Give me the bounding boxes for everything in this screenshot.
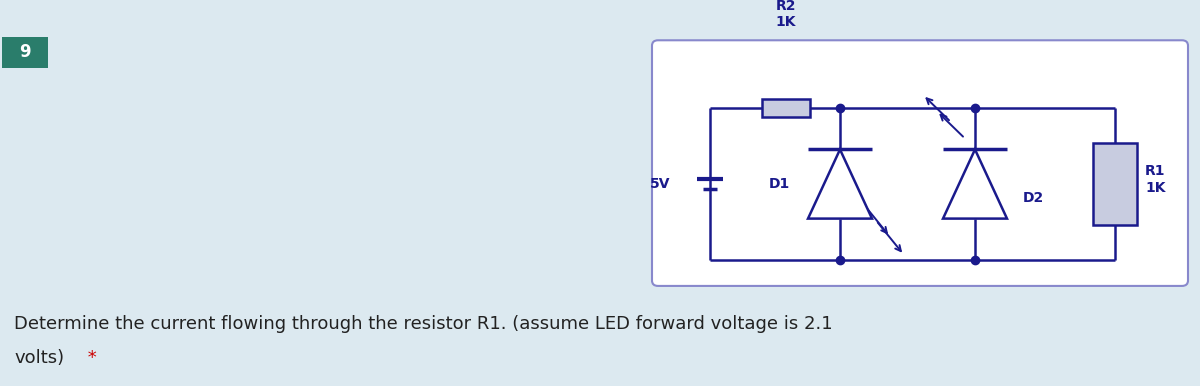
Text: 9: 9	[19, 43, 31, 61]
Text: *: *	[82, 349, 97, 367]
Text: R2
1K: R2 1K	[775, 0, 797, 29]
Text: 5V: 5V	[649, 177, 670, 191]
Text: D2: D2	[1022, 191, 1044, 205]
Polygon shape	[943, 149, 1007, 218]
Bar	[2, 37, 48, 68]
Text: volts): volts)	[14, 349, 64, 367]
Text: D1: D1	[769, 177, 790, 191]
Text: Determine the current flowing through the resistor R1. (assume LED forward volta: Determine the current flowing through th…	[14, 315, 833, 333]
Polygon shape	[808, 149, 872, 218]
Bar	[1093, 143, 1138, 225]
Text: R1
1K: R1 1K	[1145, 164, 1165, 195]
FancyBboxPatch shape	[652, 40, 1188, 286]
Bar	[762, 98, 810, 117]
